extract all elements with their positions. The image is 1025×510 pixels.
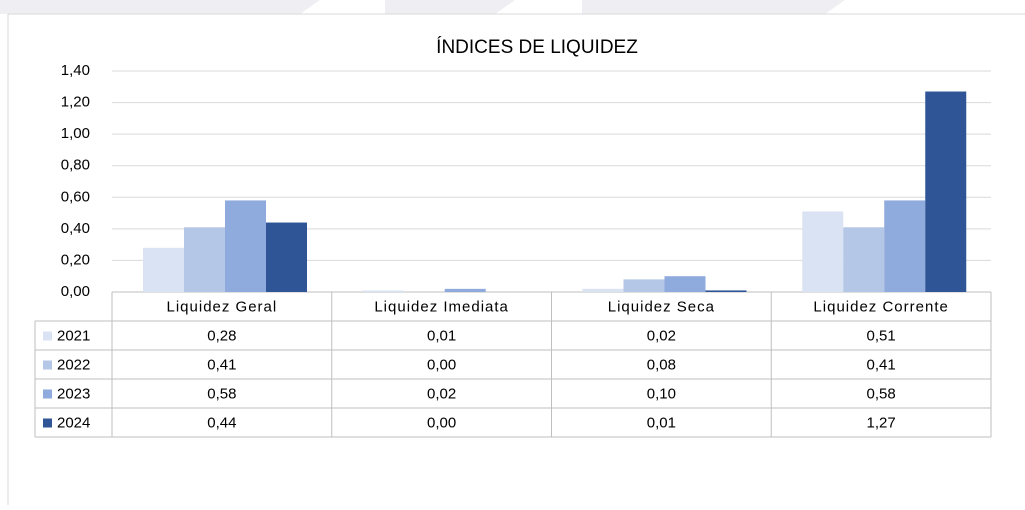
table-value: 0,08: [647, 356, 676, 373]
table-value: 0,01: [647, 414, 676, 431]
bar: [623, 279, 665, 292]
bar: [266, 222, 307, 292]
bar: [444, 288, 486, 292]
table-value: 0,41: [867, 356, 896, 373]
y-tick-label: 0,20: [61, 251, 90, 268]
legend-label: 2022: [57, 356, 90, 373]
bar: [184, 227, 225, 292]
table-value: 0,01: [427, 327, 456, 344]
legend-label: 2024: [57, 414, 90, 431]
y-tick-label: 0,00: [61, 283, 90, 300]
y-tick-label: 1,20: [61, 94, 90, 111]
table-value: 0,28: [207, 327, 236, 344]
table-value: 0,58: [867, 385, 896, 402]
x-tick-label: Liquidez Seca: [608, 298, 715, 315]
legend-swatch: [43, 360, 52, 370]
table-value: 0,10: [647, 385, 676, 402]
bar: [143, 247, 184, 292]
y-tick-label: 1,00: [61, 125, 90, 142]
table-value: 0,41: [207, 356, 236, 373]
bar: [843, 227, 885, 292]
y-tick-label: 1,40: [61, 62, 90, 79]
table-value: 0,02: [427, 385, 456, 402]
table-value: 0,44: [207, 414, 236, 431]
table-value: 0,00: [427, 414, 456, 431]
table-value: 0,58: [207, 385, 236, 402]
decor: [385, 0, 515, 14]
bar: [664, 276, 706, 292]
x-tick-label: Liquidez Corrente: [813, 298, 948, 315]
bar: [884, 200, 926, 292]
y-tick-label: 0,40: [61, 220, 90, 237]
y-tick-label: 0,80: [61, 157, 90, 174]
legend-label: 2021: [57, 327, 90, 344]
table-value: 0,02: [647, 327, 676, 344]
chart-title: ÍNDICES DE LIQUIDEZ: [436, 37, 638, 58]
decor: [582, 0, 845, 14]
table-value: 0,00: [427, 356, 456, 373]
bar: [925, 91, 967, 293]
bar: [225, 200, 266, 292]
legend-label: 2023: [57, 385, 90, 402]
legend-swatch: [43, 331, 52, 341]
table-value: 0,51: [867, 327, 896, 344]
table-value: 1,27: [867, 414, 896, 431]
bar: [705, 290, 747, 292]
legend-swatch: [43, 418, 52, 428]
y-tick-label: 0,60: [61, 188, 90, 205]
legend-swatch: [43, 389, 52, 399]
bar: [582, 288, 624, 292]
decor: [0, 0, 320, 14]
x-tick-label: Liquidez Geral: [167, 298, 278, 315]
x-tick-label: Liquidez Imediata: [374, 298, 509, 315]
bar: [802, 211, 844, 292]
bar: [362, 290, 404, 292]
